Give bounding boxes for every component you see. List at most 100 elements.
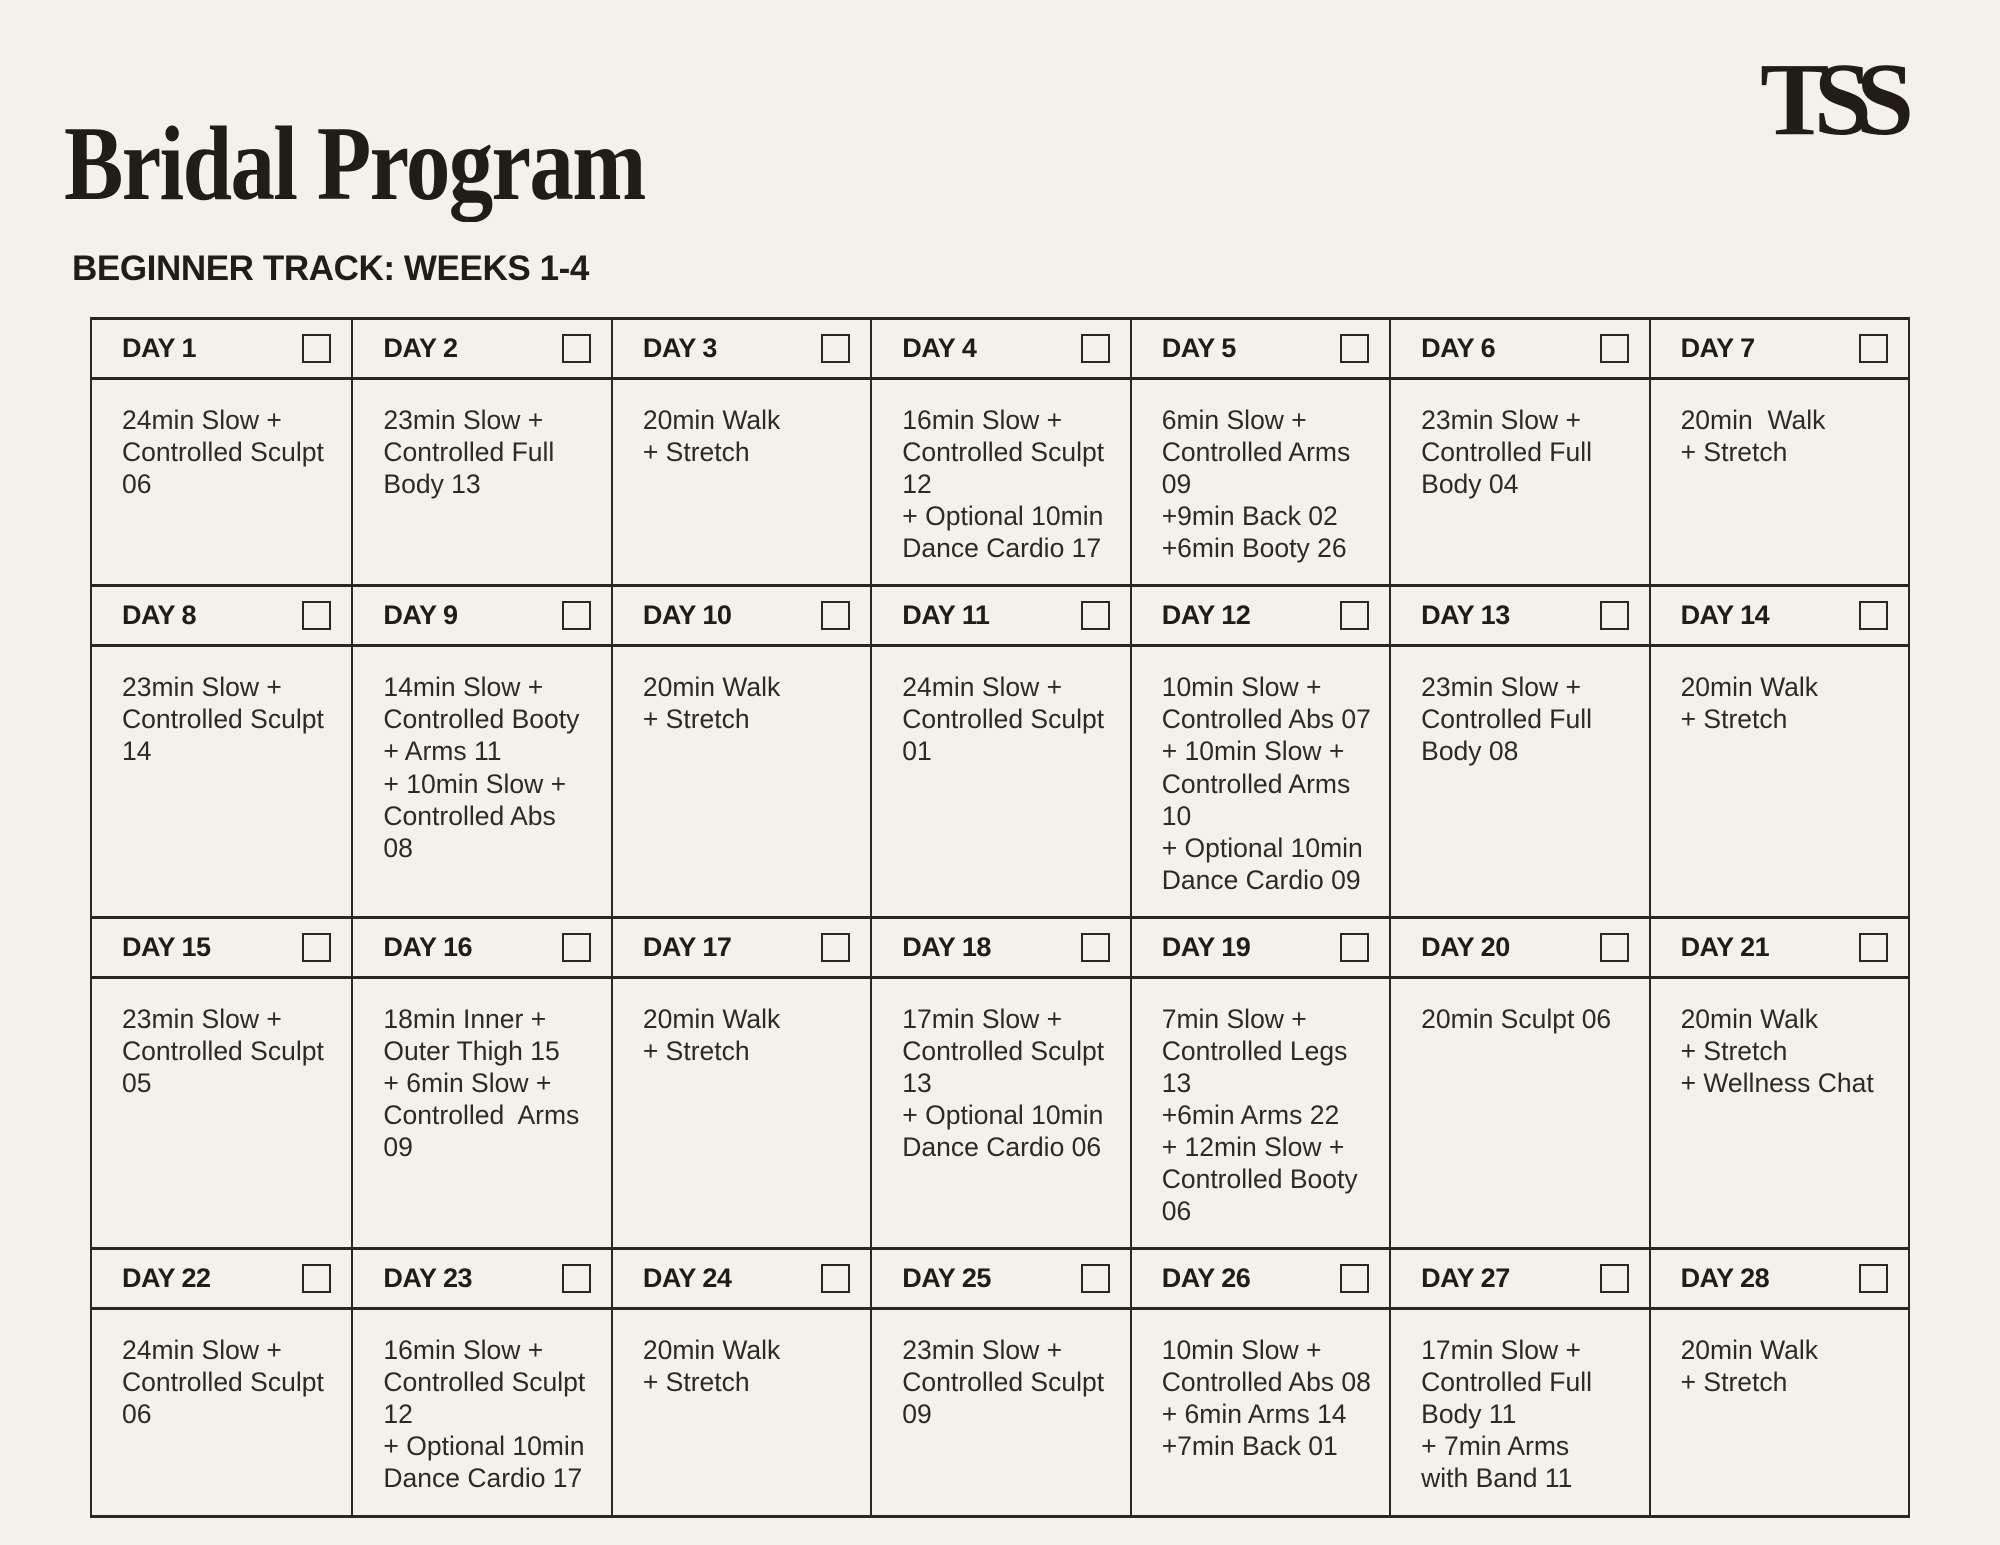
day-header: DAY 21 (1650, 919, 1908, 979)
day-workout: 20min Walk + Stretch (1680, 405, 1826, 468)
day-header: DAY 16 (353, 919, 611, 979)
day-checkbox[interactable] (1858, 334, 1888, 363)
day-checkbox[interactable] (821, 932, 851, 962)
day-header: DAY 15 (92, 919, 352, 979)
day-checkbox[interactable] (821, 1264, 851, 1294)
day-checkbox[interactable] (302, 601, 332, 631)
day-label: DAY 8 (122, 600, 197, 631)
day-checkbox[interactable] (1340, 601, 1370, 631)
day-cell: DAY 27 17min Slow + Controlled Full Body … (1389, 1247, 1649, 1515)
day-checkbox[interactable] (302, 1264, 332, 1294)
day-label: DAY 6 (1421, 333, 1496, 363)
day-checkbox[interactable] (1599, 932, 1629, 962)
day-label: DAY 3 (642, 333, 718, 363)
day-workout: 20min Walk + Stretch (642, 1335, 781, 1398)
day-checkbox[interactable] (1599, 601, 1629, 631)
day-checkbox[interactable] (1858, 1264, 1888, 1294)
day-checkbox[interactable] (821, 334, 851, 363)
day-checkbox[interactable] (1340, 1264, 1370, 1294)
day-cell: DAY 20 20min Sculpt 06 (1389, 915, 1649, 1248)
day-workout: 20min Walk + Stretch (642, 1003, 781, 1066)
day-checkbox[interactable] (1858, 601, 1888, 631)
page-title: Bridal Program (64, 105, 646, 223)
day-label: DAY 19 (1161, 931, 1251, 962)
day-cell: DAY 24 20min Walk + Stretch (610, 1247, 871, 1515)
day-checkbox[interactable] (302, 932, 332, 962)
day-workout: 23min Slow + Controlled Sculpt 05 (122, 1003, 324, 1098)
day-checkbox[interactable] (561, 334, 591, 363)
day-label: DAY 21 (1680, 931, 1770, 962)
day-workout: 17min Slow + Controlled Sculpt 13 + Opti… (902, 1003, 1105, 1162)
day-cell: DAY 19 7min Slow + Controlled Legs 13 +6m… (1129, 915, 1390, 1248)
day-workout: 16min Slow + Controlled Sculpt 12 + Opti… (383, 1335, 586, 1494)
day-header: DAY 5 (1131, 320, 1390, 380)
day-cell: DAY 5 6min Slow + Controlled Arms 09 +9mi… (1129, 320, 1390, 585)
day-label: DAY 4 (902, 333, 977, 363)
day-workout: 23min Slow + Controlled Full Body 04 (1421, 405, 1592, 500)
day-checkbox[interactable] (1080, 932, 1110, 962)
day-label: DAY 23 (383, 1263, 472, 1294)
day-checkbox[interactable] (1340, 334, 1370, 363)
day-cell: DAY 12 10min Slow + Controlled Abs 07 + 1… (1129, 584, 1390, 916)
day-checkbox[interactable] (1599, 1264, 1629, 1294)
day-label: DAY 24 (642, 1263, 732, 1294)
day-cell: DAY 25 23min Slow + Controlled Sculpt 09 (870, 1247, 1130, 1515)
day-workout: 20min Walk + Stretch (1680, 1335, 1819, 1398)
day-header: DAY 23 (353, 1250, 611, 1311)
day-checkbox[interactable] (561, 1264, 591, 1294)
day-header: DAY 7 (1650, 320, 1908, 380)
day-cell: DAY 17 20min Walk + Stretch (610, 915, 871, 1248)
day-label: DAY 1 (122, 333, 197, 363)
day-cell: DAY 7 20min Walk + Stretch (1648, 320, 1908, 585)
day-workout: 24min Slow + Controlled Sculpt 06 (122, 1335, 324, 1430)
day-cell: DAY 11 24min Slow + Controlled Sculpt 01 (870, 584, 1130, 916)
day-header: DAY 14 (1650, 587, 1908, 648)
day-cell: DAY 22 24min Slow + Controlled Sculpt 06 (92, 1247, 352, 1514)
day-label: DAY 25 (902, 1263, 991, 1294)
day-cell: DAY 8 23min Slow + Controlled Sculpt 14 (92, 584, 352, 915)
day-label: DAY 20 (1421, 931, 1510, 962)
day-cell: DAY 4 16min Slow + Controlled Sculpt 12 +… (870, 320, 1130, 585)
day-checkbox[interactable] (1080, 334, 1110, 363)
day-header: DAY 27 (1391, 1250, 1649, 1311)
day-label: DAY 27 (1421, 1263, 1510, 1294)
day-cell: DAY 14 20min Walk + Stretch (1648, 584, 1908, 916)
day-checkbox[interactable] (1340, 932, 1370, 962)
day-checkbox[interactable] (561, 932, 591, 962)
day-header: DAY 11 (872, 587, 1130, 648)
day-cell: DAY 2 23min Slow + Controlled Full Body 1… (351, 320, 611, 585)
day-checkbox[interactable] (1080, 601, 1110, 631)
day-header: DAY 1 (92, 320, 352, 380)
day-label: DAY 18 (902, 931, 991, 962)
day-cell: DAY 3 20min Walk + Stretch (610, 320, 871, 585)
day-checkbox[interactable] (561, 601, 591, 631)
day-header: DAY 6 (1391, 320, 1649, 380)
day-cell: DAY 21 20min Walk + Stretch + Wellness Ch… (1648, 915, 1908, 1248)
day-checkbox[interactable] (1858, 932, 1888, 962)
day-checkbox[interactable] (302, 334, 332, 363)
day-workout: 18min Inner + Outer Thigh 15 + 6min Slow… (383, 1003, 580, 1162)
calendar-grid: DAY 1 24min Slow + Controlled Sculpt 06 DA… (90, 317, 1910, 1518)
day-workout: 6min Slow + Controlled Arms 09 +9min Bac… (1161, 405, 1351, 564)
day-header: DAY 22 (92, 1250, 352, 1311)
day-label: DAY 16 (383, 931, 472, 962)
day-workout: 20min Walk + Stretch (1680, 672, 1819, 735)
day-workout: 23min Slow + Controlled Full Body 08 (1421, 672, 1592, 767)
day-label: DAY 7 (1680, 333, 1756, 363)
day-label: DAY 13 (1421, 600, 1510, 631)
day-header: DAY 8 (92, 587, 352, 648)
day-label: DAY 26 (1161, 1263, 1251, 1294)
day-header: DAY 4 (872, 320, 1130, 380)
day-cell: DAY 13 23min Slow + Controlled Full Body … (1389, 584, 1649, 916)
day-header: DAY 10 (612, 587, 871, 648)
day-cell: DAY 16 18min Inner + Outer Thigh 15 + 6mi… (351, 915, 611, 1248)
day-header: DAY 18 (872, 919, 1130, 979)
day-label: DAY 15 (122, 931, 211, 962)
day-workout: 17min Slow + Controlled Full Body 11 + 7… (1421, 1335, 1592, 1494)
day-checkbox[interactable] (1080, 1264, 1110, 1294)
day-checkbox[interactable] (821, 601, 851, 631)
day-checkbox[interactable] (1599, 334, 1629, 363)
day-header: DAY 26 (1131, 1250, 1390, 1311)
day-workout: 20min Walk + Stretch + Wellness Chat (1680, 1003, 1874, 1098)
day-header: DAY 24 (612, 1250, 871, 1311)
